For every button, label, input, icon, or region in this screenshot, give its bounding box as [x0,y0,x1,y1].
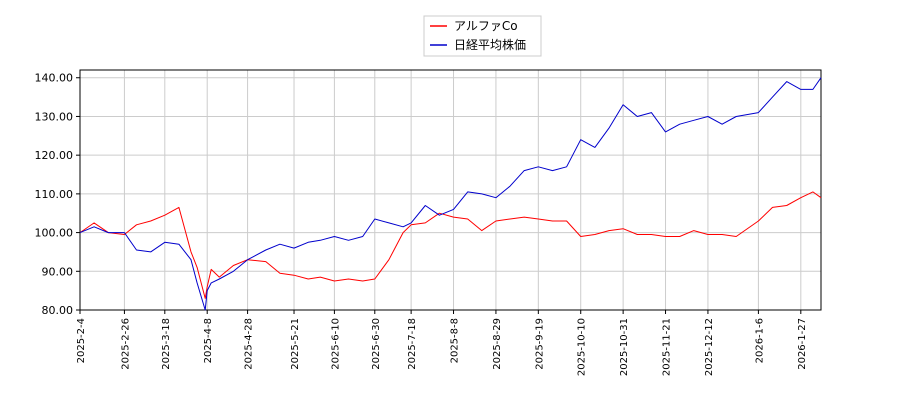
legend: アルファCo 日経平均株価 [423,15,542,57]
series-line-nikkei [79,77,822,311]
plot-frame [79,69,822,311]
legend-label-alpha-co: アルファCo [454,19,518,33]
y-tick-label: 130.00 [35,110,74,123]
y-tick-label: 100.00 [35,227,74,240]
series-layer [79,77,822,311]
legend-label-nikkei: 日経平均株価 [454,37,526,52]
x-tick-label: 2025-10-10 [577,318,588,376]
grid [79,70,821,311]
series-line-alpha-co [79,191,822,299]
y-axis: 80.00 90.00 100.00 110.00 120.00 130.00 140.00 [35,72,80,317]
x-tick-label: 2025-9-19 [534,318,545,370]
x-tick-label: 2025-6-30 [371,318,382,370]
x-tick-label: 2025-8-8 [450,318,461,363]
x-tick-label: 2026-1-27 [797,318,808,370]
x-tick-label: 2025-3-18 [161,318,172,370]
x-tick-label: 2025-11-21 [662,318,673,376]
y-tick-label: 80.00 [42,304,74,317]
y-tick-label: 120.00 [35,149,74,162]
x-tick-label: 2025-10-31 [619,318,630,376]
y-tick-label: 140.00 [35,72,74,85]
x-tick-label: 2025-7-18 [407,318,418,370]
x-tick-label: 2025-12-12 [704,318,715,376]
x-tick-label: 2025-6-10 [330,318,341,370]
legend-box [423,15,542,57]
x-tick-label: 2025-2-4 [76,318,87,363]
y-tick-label: 110.00 [35,188,74,201]
x-tick-label: 2025-4-28 [244,318,255,370]
x-tick-label: 2025-5-21 [290,318,301,370]
x-tick-label: 2026-1-6 [754,318,765,363]
x-tick-label: 2025-8-29 [492,318,503,370]
y-tick-label: 90.00 [42,265,74,278]
x-tick-label: 2025-2-26 [120,318,131,370]
x-axis: 2025-2-4 2025-2-26 2025-3-18 2025-4-8 2025-4… [76,310,808,376]
x-tick-label: 2025-4-8 [203,318,214,363]
